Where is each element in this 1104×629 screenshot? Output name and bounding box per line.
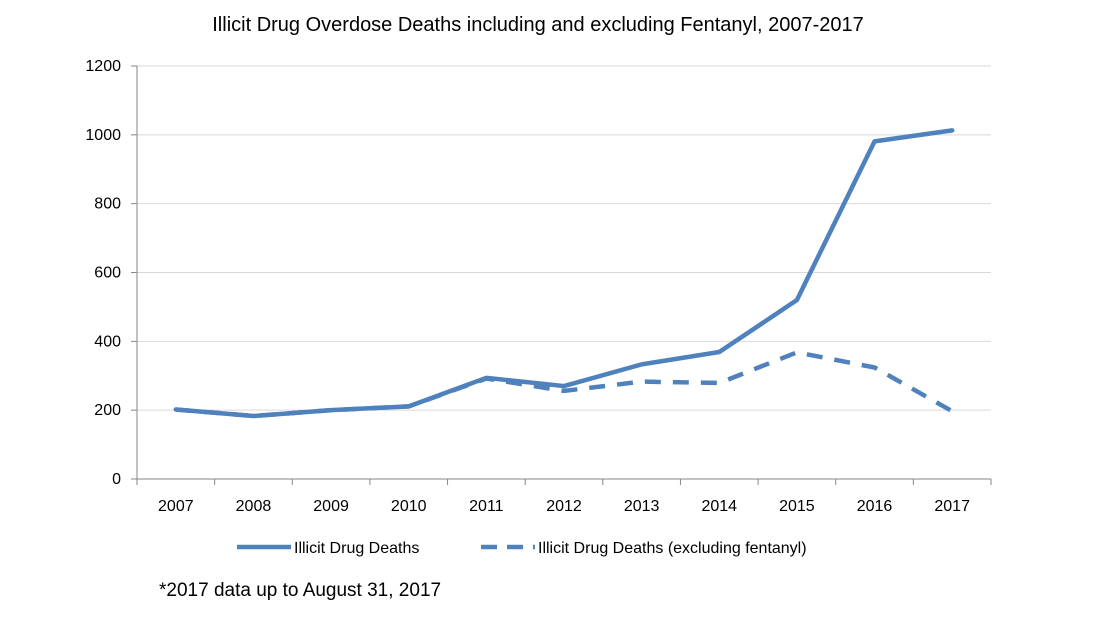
x-tick-label: 2012 [546, 498, 582, 515]
x-tick-label: 2007 [158, 498, 194, 515]
x-tick-label: 2008 [236, 498, 272, 515]
series-line-illicit-drug-deaths [173, 128, 955, 419]
x-tick-label: 2010 [391, 498, 427, 515]
x-tick-label: 2009 [313, 498, 349, 515]
y-tick-label: 1000 [85, 127, 121, 144]
x-tick-label: 2016 [857, 498, 893, 515]
y-tick-label: 400 [94, 333, 121, 350]
x-tick-label: 2011 [469, 498, 504, 515]
gridlines [137, 65, 991, 411]
chart-title: Illicit Drug Overdose Deaths including a… [212, 14, 864, 36]
series-lines [173, 128, 955, 419]
y-tick-label: 800 [94, 196, 121, 213]
x-tick-label: 2014 [701, 498, 737, 515]
axes: 0 200 400 600 800 1000 1200 2007 2008 2009 2010 201… [85, 58, 992, 515]
legend-label: Illicit Drug Deaths [294, 540, 419, 557]
y-tick-label: 0 [112, 471, 121, 488]
legend-label: Illicit Drug Deaths (excluding fentanyl) [538, 540, 807, 557]
x-tick-label: 2015 [779, 498, 815, 515]
legend: Illicit Drug Deaths Illicit Drug Deaths (… [237, 540, 807, 557]
y-tick-label: 600 [94, 265, 121, 282]
y-tick-label: 200 [94, 402, 121, 419]
series-line-excluding-fentanyl [175, 350, 954, 419]
y-tick-label: 1200 [85, 58, 121, 75]
footnote: *2017 data up to August 31, 2017 [159, 580, 442, 601]
x-tick-label: 2013 [624, 498, 660, 515]
x-tick-label: 2017 [934, 498, 970, 515]
